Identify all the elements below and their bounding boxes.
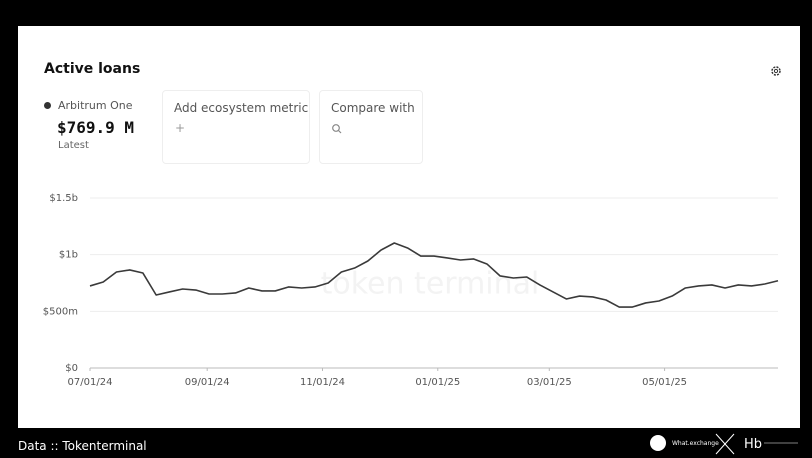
settings-icon[interactable] xyxy=(769,64,783,78)
compare-box[interactable] xyxy=(319,90,423,164)
x-tick-label: 07/01/24 xyxy=(68,377,113,388)
card-title: Active loans xyxy=(44,61,141,77)
line-series xyxy=(89,242,779,308)
y-tick-label: $1.5b xyxy=(49,193,78,204)
x-tick-label: 03/01/25 xyxy=(527,377,572,388)
add-metric-box[interactable] xyxy=(162,90,310,164)
footer-source: Data :: Tokenterminal xyxy=(18,439,147,453)
latest-caption: Latest xyxy=(58,140,89,151)
legend-dot xyxy=(44,102,51,109)
y-tick-label: $1b xyxy=(59,250,78,261)
watermark: token terminal xyxy=(321,267,540,302)
x-tick-label: 09/01/24 xyxy=(185,377,230,388)
x-tick-label: 01/01/25 xyxy=(415,377,460,388)
brand-logos: Hb xyxy=(650,433,798,455)
y-tick-label: $0 xyxy=(65,363,78,374)
x-tick-label: 11/01/24 xyxy=(300,377,345,388)
x-tick-label: 05/01/25 xyxy=(642,377,687,388)
add-icon[interactable]: + xyxy=(175,121,186,135)
legend-label: Arbitrum One xyxy=(58,99,133,112)
y-tick-label: $500m xyxy=(43,306,78,317)
search-icon[interactable] xyxy=(331,123,343,135)
svg-text:Hb: Hb xyxy=(744,437,762,452)
latest-value: $769.9 M xyxy=(57,118,135,137)
compare-label: Compare with xyxy=(331,101,415,115)
card xyxy=(18,26,800,428)
brand-name: What.exchange xyxy=(672,440,719,447)
add-metric-label: Add ecosystem metric xyxy=(174,101,309,115)
